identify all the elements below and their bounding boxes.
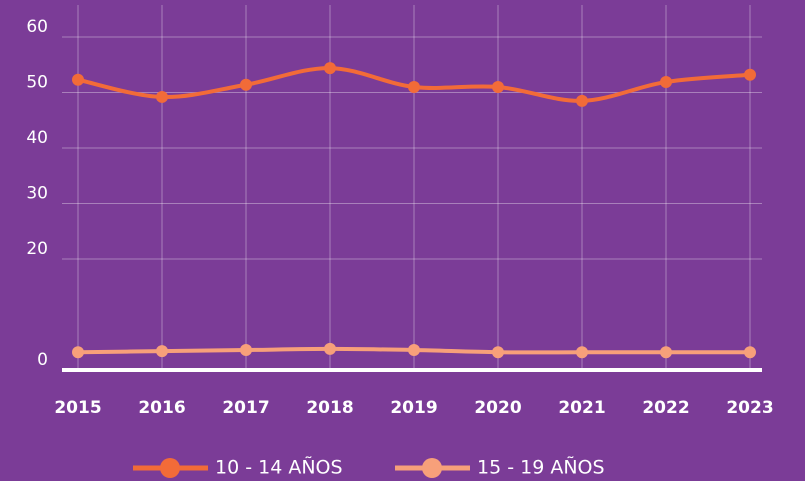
y-tick-label: 30 (26, 184, 48, 204)
x-tick-label: 2018 (306, 398, 353, 418)
data-point (156, 90, 168, 103)
data-point (492, 346, 504, 359)
data-point (408, 344, 420, 357)
y-tick-label: 50 (26, 73, 48, 93)
y-tick-label: 40 (26, 128, 48, 148)
x-tick-label: 2021 (558, 398, 605, 418)
legend-marker (160, 458, 180, 478)
data-point (744, 346, 756, 359)
x-tick-label: 2022 (642, 398, 689, 418)
data-point (324, 342, 336, 355)
x-tick-label: 2016 (138, 398, 185, 418)
data-point (240, 78, 252, 91)
data-point (576, 94, 588, 107)
data-point (576, 346, 588, 359)
y-tick-label: 60 (26, 17, 48, 37)
data-point (492, 80, 504, 93)
data-point (72, 73, 84, 86)
data-point (240, 344, 252, 357)
data-point (72, 346, 84, 359)
x-tick-label: 2017 (222, 398, 269, 418)
data-point (324, 62, 336, 75)
data-point (660, 75, 672, 88)
y-tick-label: 0 (37, 350, 48, 370)
data-point (660, 346, 672, 359)
x-tick-label: 2019 (390, 398, 437, 418)
data-point (408, 80, 420, 93)
x-tick-label: 2020 (474, 398, 521, 418)
legend-marker (422, 458, 442, 478)
legend-label: 10 - 14 AÑOS (215, 456, 343, 479)
x-tick-label: 2015 (54, 398, 101, 418)
data-point (156, 345, 168, 358)
y-tick-label: 20 (26, 239, 48, 259)
x-tick-label: 2023 (726, 398, 773, 418)
legend-label: 15 - 19 AÑOS (477, 456, 605, 479)
data-point (744, 68, 756, 81)
